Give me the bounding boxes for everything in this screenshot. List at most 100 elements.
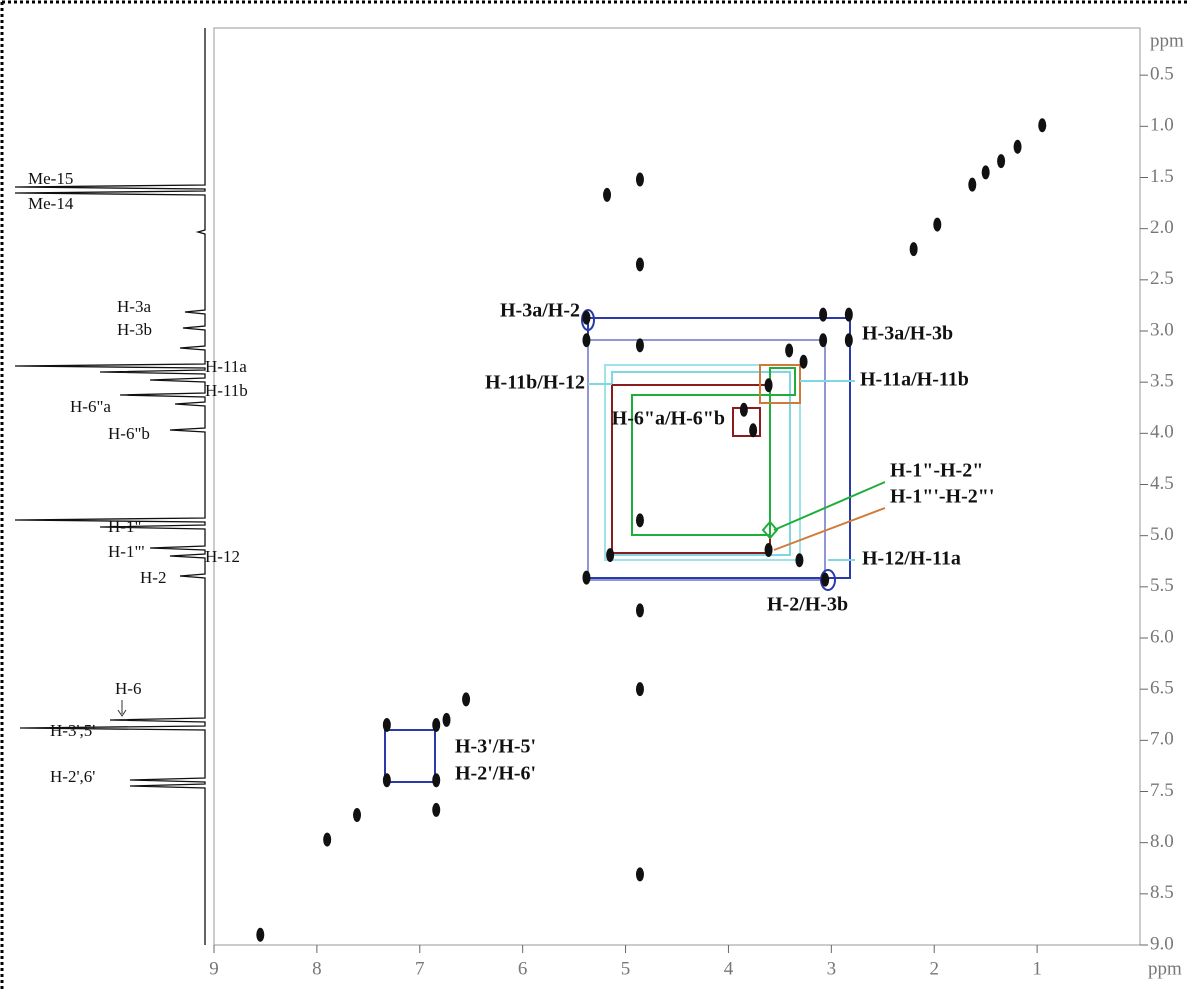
cross-peak — [432, 717, 441, 732]
y-tick-label: 5.5 — [1150, 575, 1174, 596]
cross-peak — [819, 333, 828, 348]
x-tick-label: 7 — [415, 958, 425, 979]
cross-peak — [635, 338, 644, 353]
cross-peak — [739, 402, 748, 417]
projection-label: H-3a — [117, 297, 151, 316]
cross-peak — [821, 572, 830, 587]
cross-peak — [462, 692, 471, 707]
x-tick-label: 6 — [518, 958, 528, 979]
projection-label: H-6"b — [108, 424, 150, 443]
x-tick-label: 5 — [621, 958, 631, 979]
cross-peak — [764, 378, 773, 393]
projection-label: H-11a — [205, 357, 247, 376]
y-tick-label: 5.0 — [1150, 524, 1174, 545]
y-tick-label: 2.0 — [1150, 217, 1174, 238]
cross-peak — [442, 712, 451, 727]
cross-peak — [1038, 118, 1047, 133]
cross-peak — [606, 548, 615, 563]
cross-peak — [635, 682, 644, 697]
y-tick-label: 9.0 — [1150, 933, 1174, 954]
projection-label: H-1"' — [108, 542, 144, 561]
cross-peak — [785, 343, 794, 358]
y-axis-label: ppm — [1150, 30, 1184, 51]
y-tick-label: 2.5 — [1150, 268, 1174, 289]
cross-peak — [635, 867, 644, 882]
cross-peak — [582, 570, 591, 585]
cross-peak — [997, 154, 1006, 169]
y-tick-label: 7.0 — [1150, 729, 1174, 750]
projection-label: H-6"a — [70, 397, 111, 416]
peak-ring — [761, 520, 779, 540]
peak-ring — [820, 569, 836, 591]
projection-label: H-12 — [205, 547, 240, 566]
projection-trace — [14, 28, 206, 945]
y-tick-label: 3.0 — [1150, 319, 1174, 340]
cross-peak-label: H-6"a/H-6"b — [612, 408, 725, 430]
y-tick-label: 6.0 — [1150, 626, 1174, 647]
cross-peak — [981, 165, 990, 180]
y-tick-label: 7.5 — [1150, 780, 1174, 801]
x-tick-label: 8 — [312, 958, 322, 979]
box — [604, 364, 801, 561]
y-tick-label: 3.5 — [1150, 371, 1174, 392]
y-tick-label: 1.0 — [1150, 115, 1174, 136]
projection-label: H-3',5' — [50, 721, 95, 740]
cross-peak — [382, 717, 391, 732]
cross-peak — [795, 553, 804, 568]
cross-peak — [353, 808, 362, 823]
projection-label: Me-14 — [28, 194, 74, 213]
box — [631, 394, 771, 536]
y-tick-label: 4.0 — [1150, 422, 1174, 443]
cross-peak — [432, 802, 441, 817]
cross-peak — [635, 257, 644, 272]
peak-ring — [581, 309, 595, 331]
x-tick-label: 1 — [1032, 958, 1042, 979]
cross-peak — [844, 333, 853, 348]
cross-peak-label: H-11a/H-11b — [860, 369, 969, 391]
x-tick-label: 3 — [827, 958, 837, 979]
cross-peak — [844, 307, 853, 322]
y-tick-label: 6.5 — [1150, 678, 1174, 699]
projection-label: H-1" — [108, 517, 141, 536]
cross-peak-label: H-3a/H-3b — [862, 323, 953, 345]
cross-peak — [432, 773, 441, 788]
y-tick-label: 8.5 — [1150, 882, 1174, 903]
cross-peak — [635, 513, 644, 528]
x-axis-label: ppm — [1148, 958, 1182, 979]
highlight-boxes — [384, 309, 886, 783]
leader — [588, 380, 855, 561]
x-tick-label: 9 — [209, 958, 219, 979]
cross-peak — [968, 177, 977, 192]
cross-peak-label: H-2/H-3b — [767, 594, 848, 616]
cross-peak-label: H-11b/H-12 — [485, 372, 585, 394]
cross-peak-label: H-1"'-H-2"' — [890, 486, 994, 508]
leader — [773, 507, 886, 551]
cross-peak — [635, 603, 644, 618]
cross-peak-label: H-3'/H-5' — [455, 736, 536, 758]
cross-peak — [635, 172, 644, 187]
cross-peak-label: H-12/H-11a — [862, 548, 961, 570]
x-tick-label: 4 — [724, 958, 734, 979]
box — [384, 729, 436, 783]
y-tick-label: 1.5 — [1150, 166, 1174, 187]
cross-peak-label: H-2'/H-6' — [455, 763, 536, 785]
y-tick-label: 0.5 — [1150, 64, 1174, 85]
arrow — [117, 700, 127, 717]
cross-peak — [582, 310, 591, 325]
cross-peak-label: H-3a/H-2 — [500, 300, 580, 322]
x-tick-label: 2 — [929, 958, 939, 979]
box — [587, 317, 851, 579]
cross-peak — [256, 927, 265, 942]
cross-peak — [749, 423, 758, 438]
cross-peak — [603, 187, 612, 202]
cross-peak — [1013, 139, 1022, 154]
cross-peak — [933, 217, 942, 232]
cross-peak — [382, 773, 391, 788]
y-tick-label: 8.0 — [1150, 831, 1174, 852]
projection-label: Me-15 — [28, 169, 73, 188]
projection-label: H-2 — [140, 568, 166, 587]
cross-peak — [323, 832, 332, 847]
